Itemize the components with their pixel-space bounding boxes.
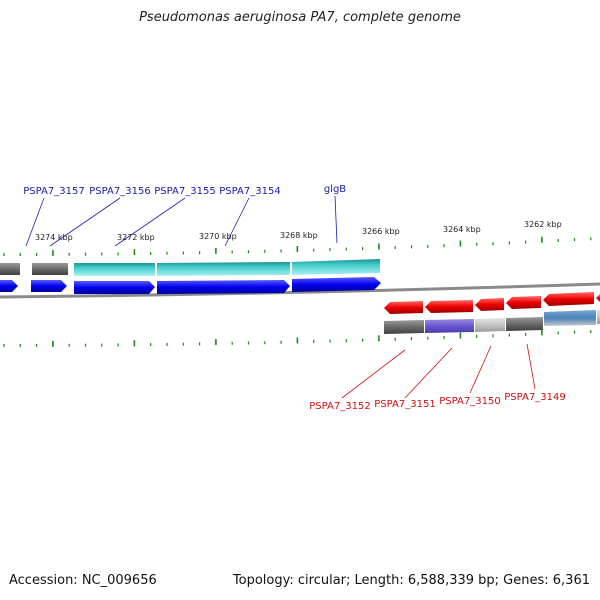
gene-label-reverse[interactable]: PSPA7_3149 xyxy=(504,392,565,403)
scale-label: 3264 kbp xyxy=(443,225,481,234)
gene-arrow-reverse[interactable] xyxy=(543,292,594,306)
gene-arrow-forward[interactable] xyxy=(292,277,381,292)
callout-line xyxy=(341,349,406,399)
gene-label-reverse[interactable]: PSPA7_3151 xyxy=(374,399,435,410)
gene-label-forward[interactable]: PSPA7_3155 xyxy=(154,186,215,197)
callout-line xyxy=(114,197,186,247)
gene-arrow-forward[interactable] xyxy=(74,281,155,294)
feature-block xyxy=(506,317,543,331)
feature-track-lower xyxy=(384,310,600,334)
gene-arrow-reverse[interactable] xyxy=(506,296,541,309)
gene-arrow-forward[interactable] xyxy=(31,280,67,292)
callout-line xyxy=(469,345,492,394)
feature-block xyxy=(74,263,155,276)
scale-label: 3268 kbp xyxy=(280,231,318,240)
reverse-gene-labels: PSPA7_3152 PSPA7_3151 PSPA7_3150 PSPA7_3… xyxy=(309,392,565,412)
gene-arrow-reverse[interactable] xyxy=(596,294,600,302)
callout-line xyxy=(25,197,45,247)
accession-text: Accession: NC_009656 xyxy=(9,573,157,588)
feature-block xyxy=(425,319,474,333)
feature-block xyxy=(544,310,596,326)
genome-summary-text: Topology: circular; Length: 6,588,339 bp… xyxy=(232,573,590,588)
reverse-gene-callouts xyxy=(341,343,536,399)
gene-arrow-reverse[interactable] xyxy=(425,300,473,313)
feature-track-upper xyxy=(0,259,380,276)
feature-block xyxy=(292,259,380,275)
scale-label: 3270 kbp xyxy=(199,232,237,241)
scale-label: 3274 kbp xyxy=(35,233,73,242)
gene-label-forward[interactable]: PSPA7_3157 xyxy=(23,186,84,197)
gene-label-forward[interactable]: glgB xyxy=(324,184,346,195)
callout-line xyxy=(334,195,338,244)
feature-block xyxy=(32,263,68,275)
reverse-gene-track xyxy=(384,292,600,314)
callout-line xyxy=(404,347,453,399)
feature-block xyxy=(475,318,505,332)
gene-arrow-forward[interactable] xyxy=(157,280,290,294)
gene-label-forward[interactable]: PSPA7_3154 xyxy=(219,186,280,197)
callout-line xyxy=(526,343,536,390)
callout-line xyxy=(224,197,250,247)
gene-arrow-reverse[interactable] xyxy=(384,301,423,314)
scale-labels: 3274 kbp 3272 kbp 3270 kbp 3268 kbp 3266… xyxy=(35,220,562,242)
forward-gene-track xyxy=(0,277,381,294)
gene-label-forward[interactable]: PSPA7_3156 xyxy=(89,186,150,197)
genome-backbone xyxy=(0,282,600,299)
feature-block xyxy=(0,263,20,275)
scale-label: 3266 kbp xyxy=(362,227,400,236)
scale-ticks-lower xyxy=(3,329,592,347)
gene-label-reverse[interactable]: PSPA7_3152 xyxy=(309,401,370,412)
scale-label: 3262 kbp xyxy=(524,220,562,229)
feature-block xyxy=(157,262,290,276)
callout-line xyxy=(49,197,121,247)
forward-gene-labels: PSPA7_3157 PSPA7_3156 PSPA7_3155 PSPA7_3… xyxy=(23,184,346,197)
scale-ticks-upper xyxy=(3,236,592,256)
gene-arrow-forward[interactable] xyxy=(0,280,18,292)
forward-gene-callouts xyxy=(25,195,338,247)
gene-label-reverse[interactable]: PSPA7_3150 xyxy=(439,396,500,407)
map-title: Pseudomonas aeruginosa PA7, complete gen… xyxy=(139,10,461,25)
scale-label: 3272 kbp xyxy=(117,233,155,242)
gene-arrow-reverse[interactable] xyxy=(475,298,504,311)
feature-block xyxy=(597,310,600,324)
feature-block xyxy=(384,320,424,334)
